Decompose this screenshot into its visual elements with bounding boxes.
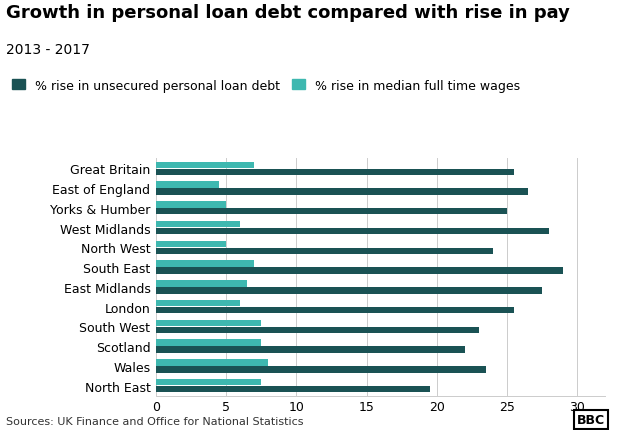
Bar bbox=[156, 288, 542, 294]
Bar bbox=[156, 347, 465, 353]
Bar bbox=[156, 327, 479, 333]
Bar bbox=[156, 241, 226, 248]
Bar bbox=[156, 268, 563, 274]
Legend: % rise in unsecured personal loan debt, % rise in median full time wages: % rise in unsecured personal loan debt, … bbox=[12, 80, 520, 92]
Bar bbox=[156, 248, 493, 255]
Bar bbox=[156, 261, 255, 267]
Bar bbox=[156, 320, 261, 326]
Text: Growth in personal loan debt compared with rise in pay: Growth in personal loan debt compared wi… bbox=[6, 4, 570, 22]
Bar bbox=[156, 307, 514, 313]
Bar bbox=[156, 366, 486, 373]
Bar bbox=[156, 359, 268, 366]
Bar bbox=[156, 228, 549, 235]
Text: BBC: BBC bbox=[577, 413, 605, 426]
Bar bbox=[156, 379, 261, 385]
Bar bbox=[156, 163, 255, 169]
Bar bbox=[156, 281, 247, 287]
Bar bbox=[156, 182, 219, 188]
Bar bbox=[156, 221, 240, 228]
Bar bbox=[156, 340, 261, 346]
Bar bbox=[156, 386, 430, 392]
Bar bbox=[156, 209, 507, 215]
Text: 2013 - 2017: 2013 - 2017 bbox=[6, 43, 90, 57]
Bar bbox=[156, 169, 514, 175]
Bar bbox=[156, 202, 226, 208]
Bar bbox=[156, 300, 240, 307]
Bar bbox=[156, 189, 528, 195]
Text: Sources: UK Finance and Office for National Statistics: Sources: UK Finance and Office for Natio… bbox=[6, 416, 304, 426]
